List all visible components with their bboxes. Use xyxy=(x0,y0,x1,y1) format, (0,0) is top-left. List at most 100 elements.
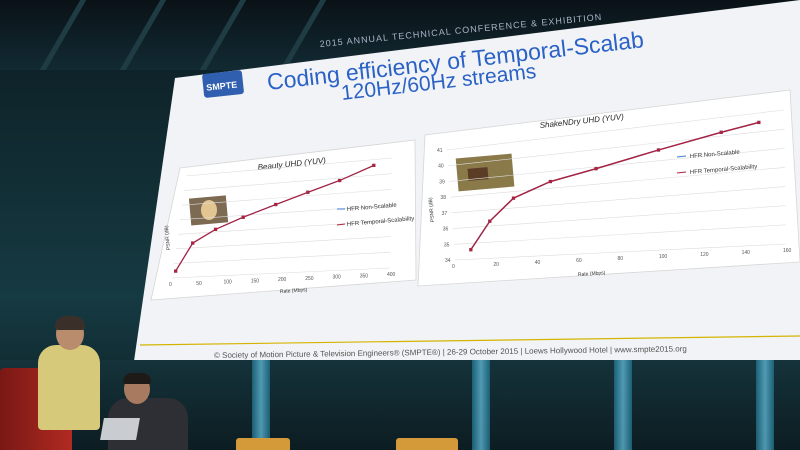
legend-label: HFR Non-Scalable xyxy=(347,203,398,213)
data-point xyxy=(241,215,245,219)
x-tick-label: 100 xyxy=(224,280,233,286)
chart-grid xyxy=(171,157,393,279)
chart-panel xyxy=(417,89,800,287)
data-point xyxy=(274,202,278,207)
stage-light-panel xyxy=(472,360,490,450)
data-point xyxy=(191,241,195,245)
x-tick-label: 0 xyxy=(452,264,455,270)
x-tick-label: 40 xyxy=(535,260,541,266)
speaker-hair xyxy=(55,316,85,330)
logo-text: SMPTE xyxy=(206,80,238,93)
x-tick-label: 300 xyxy=(333,275,342,281)
x-tick-label: 50 xyxy=(196,281,202,287)
data-point xyxy=(594,167,598,171)
chart-grid xyxy=(446,109,787,261)
x-tick-labels: 0 50 100 150 200 250 300 350 400 xyxy=(169,272,396,288)
y-tick-label: 41 xyxy=(437,148,443,154)
gridline xyxy=(446,109,785,151)
series-line-temporal-scalability xyxy=(470,121,760,251)
stage-light-panel xyxy=(614,360,632,450)
gridline xyxy=(177,220,391,235)
y-axis-label: PSNR (dB) xyxy=(164,225,172,250)
gridline xyxy=(171,267,391,279)
x-tick-label: 100 xyxy=(659,254,668,260)
x-tick-label: 350 xyxy=(360,273,369,279)
data-points xyxy=(174,163,376,273)
gridline xyxy=(181,189,392,206)
stage-light-panel xyxy=(252,360,270,450)
gridline xyxy=(448,128,785,167)
legend-label: HFR Temporal-Scalability xyxy=(690,164,758,176)
x-axis-label: Rate (Mbps) xyxy=(578,270,606,278)
data-point xyxy=(656,148,661,152)
data-point xyxy=(548,179,553,184)
audience-chair xyxy=(396,438,458,450)
legend: HFR Non-Scalable HFR Temporal-Scalabilit… xyxy=(336,203,415,228)
x-tick-label: 250 xyxy=(305,276,314,282)
legend-label: HFR Temporal-Scalability xyxy=(347,216,415,228)
y-tick-labels: 34 35 36 37 38 39 40 41 xyxy=(437,148,451,264)
gridline xyxy=(452,205,786,229)
data-point xyxy=(488,219,492,223)
y-tick-label: 39 xyxy=(439,179,445,185)
gridline xyxy=(173,251,391,264)
chart-shakendry: ShakeNDry UHD (YUV) 0 20 40 60 80 100 120 140 16… xyxy=(417,89,800,287)
data-point xyxy=(174,269,178,273)
x-tick-label: 120 xyxy=(700,252,709,258)
data-point xyxy=(719,130,723,134)
y-tick-label: 36 xyxy=(443,227,449,233)
gridline xyxy=(453,224,786,245)
laptop xyxy=(100,418,140,440)
x-tick-label: 80 xyxy=(618,256,624,262)
y-tick-label: 38 xyxy=(440,195,446,201)
data-point xyxy=(338,178,342,183)
seated-person-hair xyxy=(123,373,151,384)
gridline xyxy=(179,204,392,221)
stage-light-panel xyxy=(756,360,774,450)
thumbnail-face xyxy=(201,200,217,220)
data-points xyxy=(469,120,761,252)
audience-chair xyxy=(236,438,290,450)
x-tick-label: 150 xyxy=(251,278,260,284)
x-tick-label: 20 xyxy=(493,262,499,268)
x-tick-label: 160 xyxy=(783,248,792,254)
gridline xyxy=(449,147,785,182)
smpte-logo: SMPTE xyxy=(202,70,244,98)
y-tick-label: 34 xyxy=(445,258,451,264)
gridline xyxy=(450,167,785,198)
x-tick-label: 0 xyxy=(169,282,172,288)
series-line-temporal-scalability xyxy=(175,164,375,272)
y-tick-label: 40 xyxy=(438,164,444,170)
data-point xyxy=(372,163,376,168)
thumbnail-dog xyxy=(467,167,489,181)
legend-swatch xyxy=(336,223,346,226)
chart-panel xyxy=(150,139,417,301)
gridline xyxy=(451,186,786,214)
gridline xyxy=(175,236,391,250)
legend: HFR Non-Scalable HFR Temporal-Scalabilit… xyxy=(676,150,758,176)
x-tick-label: 200 xyxy=(278,277,287,283)
legend-swatch xyxy=(676,155,687,158)
x-tick-label: 60 xyxy=(576,258,582,264)
data-point xyxy=(469,248,473,252)
gridline xyxy=(454,243,787,261)
x-tick-label: 400 xyxy=(387,272,396,278)
data-point xyxy=(213,227,218,231)
footer-rule xyxy=(139,335,800,346)
data-point xyxy=(757,120,761,125)
legend-label: HFR Non-Scalable xyxy=(690,150,741,160)
y-tick-label: 35 xyxy=(444,242,450,248)
x-tick-labels: 0 20 40 60 80 100 120 140 160 xyxy=(452,248,792,270)
gridline xyxy=(185,157,393,177)
speaker-body xyxy=(38,345,100,430)
data-point xyxy=(306,190,310,194)
y-axis-label: PSNR (dB) xyxy=(428,197,436,222)
data-point xyxy=(511,196,516,200)
gridline xyxy=(183,173,392,191)
x-axis-label: Rate (Mbps) xyxy=(280,287,308,295)
legend-swatch xyxy=(676,171,687,174)
chart-beauty: Beauty UHD (YUV) 0 50 100 150 200 250 300 350 40… xyxy=(150,139,417,301)
y-tick-label: 37 xyxy=(442,211,448,217)
